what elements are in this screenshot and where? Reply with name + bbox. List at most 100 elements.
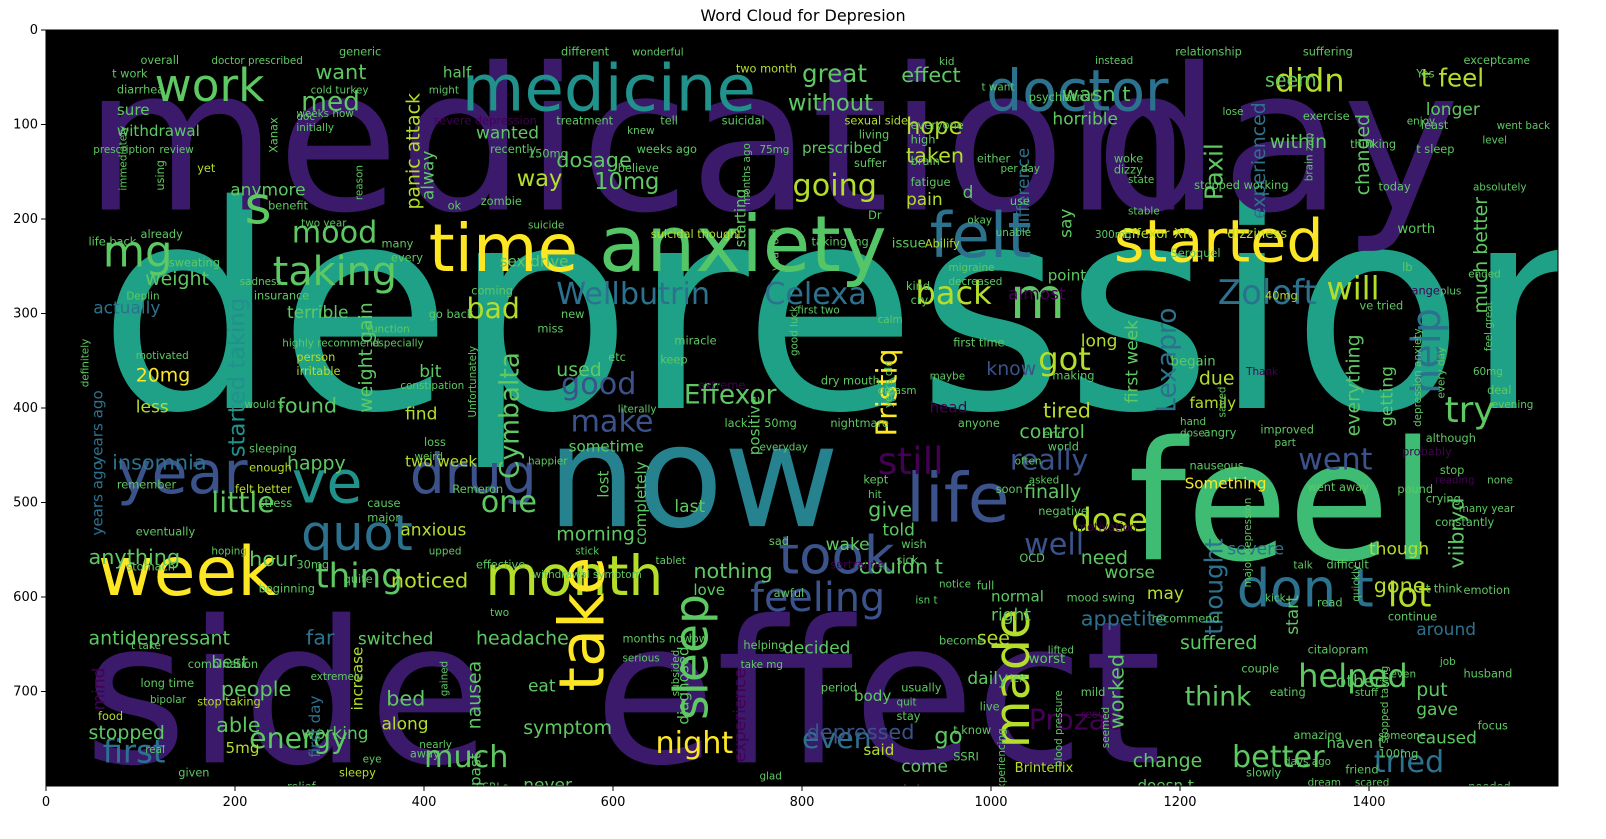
word-today: today	[1378, 180, 1411, 194]
word-withdrawal: withdrawal	[117, 122, 200, 140]
word-t-take: t take	[131, 640, 161, 652]
word-stomach: stomach	[126, 560, 175, 574]
word-effect: effect	[594, 578, 1162, 809]
y-tick-label: 100	[13, 118, 38, 133]
word-try: try	[1445, 390, 1495, 431]
word-300mg: 300mg	[1095, 229, 1132, 241]
y-tick-label: 300	[13, 307, 38, 322]
word-better: better	[1232, 740, 1325, 775]
word-different: different	[561, 45, 610, 59]
word-sleepy: sleepy	[339, 766, 376, 780]
word-finally: finally	[1024, 481, 1081, 503]
word-worse: worse	[1104, 563, 1155, 583]
word-lifted: lifted	[1048, 645, 1074, 657]
word-slowly: slowly	[1246, 766, 1281, 780]
word-migraine: migraine	[948, 262, 994, 274]
word-made: made	[983, 609, 1041, 748]
word-generic: generic	[339, 45, 381, 59]
word-stress: stress	[259, 496, 293, 510]
word-went-back: went back	[1497, 120, 1550, 132]
word-take: take	[546, 557, 619, 692]
word-still: still	[878, 439, 944, 483]
word-glad: glad	[759, 770, 781, 782]
y-tick-label: 400	[13, 401, 38, 416]
word-evening: evening	[1492, 399, 1534, 411]
word-150mg: 150mg	[528, 147, 568, 161]
word-away: away	[410, 747, 440, 761]
word-continue: continue	[1388, 610, 1437, 624]
word-anyone: anyone	[958, 416, 1000, 430]
word-prescribed: prescribed	[802, 139, 882, 157]
word-eye: eye	[363, 753, 382, 765]
word-months-ago: months ago	[741, 143, 753, 205]
word-every: every	[391, 251, 423, 265]
word-literally: literally	[618, 404, 657, 416]
x-tick-label: 1400	[1352, 795, 1385, 810]
word-long-time: long time	[141, 676, 195, 690]
plot-background	[46, 30, 1558, 786]
word-probably: probably	[1402, 444, 1452, 458]
word-life: life	[906, 459, 1010, 538]
word-hoping: hoping	[211, 545, 247, 557]
word-citalopram: citalopram	[1308, 643, 1369, 657]
word-irritable: irritable	[296, 364, 340, 378]
word-isn-t: isn t	[915, 595, 937, 607]
word-start: start	[1283, 595, 1303, 635]
word-insurance: insurance	[254, 288, 309, 302]
word-taking-mg: taking mg	[811, 234, 868, 248]
word-anymore: anymore	[230, 180, 305, 200]
word-real: real	[145, 744, 165, 756]
word-dose: dose	[1071, 501, 1148, 539]
word-30mg: 30mg	[296, 558, 329, 572]
word-stop: stop	[1440, 463, 1464, 477]
word-sex-drive: sex drive	[500, 252, 569, 270]
word-change: change	[1133, 750, 1203, 772]
word-amazing: amazing	[1293, 728, 1341, 742]
word-normal: normal	[991, 588, 1044, 606]
word-feeling: feeling	[750, 575, 885, 621]
word-especially: especially	[372, 338, 424, 350]
word-hard: hard	[915, 784, 941, 798]
word-worked: worked	[1104, 654, 1128, 730]
word-fine: fine	[1487, 799, 1508, 813]
word-many: many	[381, 236, 413, 250]
word-experience: experience	[730, 668, 750, 762]
word-went: went	[1298, 442, 1372, 477]
word-became: became	[1062, 796, 1122, 814]
word-t-think: t think	[1426, 581, 1463, 595]
word-immediately: immediately	[117, 126, 129, 191]
word-little: little	[211, 486, 274, 519]
word-years-ago: years ago	[89, 461, 107, 535]
word-feel-normal: feel normal	[438, 805, 497, 817]
word-started-taking: started taking	[224, 298, 250, 457]
word-switched: switched	[358, 629, 434, 649]
word-level: level	[1482, 134, 1507, 146]
x-tick-label: 1200	[1163, 795, 1196, 810]
word-even: even	[802, 722, 872, 755]
word-viibryd: viibryd	[1445, 498, 1469, 569]
word-drug: drug	[410, 442, 537, 506]
word-major: major	[367, 510, 400, 524]
word-dizziness: dizziness	[1227, 227, 1287, 242]
word-house: house	[325, 796, 356, 808]
word-panic-attack: panic attack	[402, 93, 424, 210]
word-end: end	[1043, 427, 1064, 441]
word-anti-depressant: anti depressant	[722, 789, 840, 807]
word-coming: coming	[471, 284, 513, 298]
word-sick: sick	[897, 553, 919, 567]
word-new: new	[561, 307, 584, 321]
word-want: want	[315, 60, 366, 84]
word-first-two: first two	[797, 305, 839, 317]
word-nausea: nausea	[464, 661, 486, 730]
word-saved: saved	[1216, 387, 1228, 418]
word-kick: kick	[1265, 593, 1286, 605]
word-suffered: suffered	[1180, 632, 1257, 654]
word-stopped: stopped	[89, 722, 165, 744]
word-abilify: Abilify	[925, 236, 960, 250]
word-tried: tried	[1374, 745, 1444, 780]
word-noticed: noticed	[391, 569, 468, 593]
word-absolutely: absolutely	[1473, 182, 1527, 194]
word-much: much	[424, 740, 508, 775]
word-calm: calm	[878, 314, 903, 326]
word-recently: recently	[490, 142, 536, 156]
